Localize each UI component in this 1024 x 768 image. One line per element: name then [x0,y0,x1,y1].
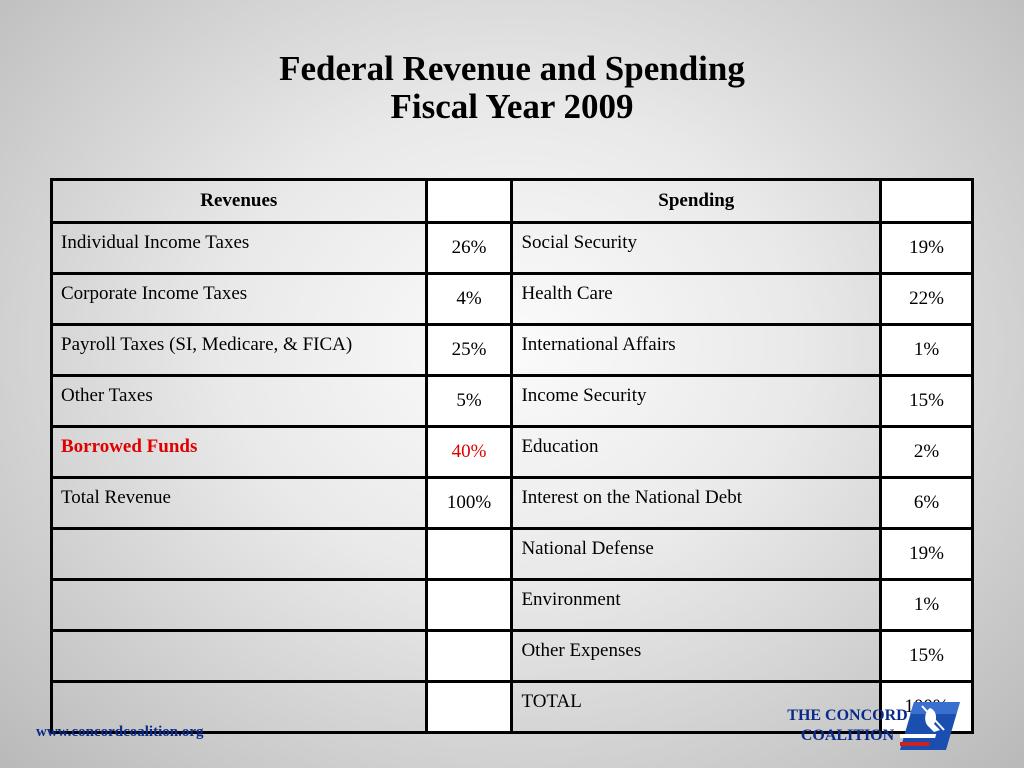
table-row: Payroll Taxes (SI, Medicare, & FICA) 25% I… [50,323,974,377]
revenues-header: Revenues [50,178,428,224]
title-line-1: Federal Revenue and Spending [279,49,745,88]
spending-pct: 19% [879,527,974,581]
spending-pct: 2% [879,425,974,479]
spending-pct: 6% [879,476,974,530]
logo-text: THE CONCORD COALITION [780,706,915,746]
spending-label: International Affairs [510,323,883,377]
table-row: Individual Income Taxes 26% Social Securit… [50,221,974,275]
table-body: Revenues Spending Individual Income Taxe… [50,178,974,734]
spending-header: Spending [510,178,883,224]
revenue-pct: 26% [424,221,514,275]
logo-line-2: COALITION [800,727,895,744]
concord-minuteman-icon [900,702,960,750]
table-row: Corporate Income Taxes 4% Health Care 22% [50,272,974,326]
spending-label: Health Care [510,272,883,326]
revenues-pct-header [424,178,514,224]
table-row: Other Taxes 5% Income Security 15% [50,374,974,428]
revenue-label [50,680,428,734]
spending-pct: 1% [879,578,974,632]
revenue-pct: 4% [424,272,514,326]
concord-coalition-logo: THE CONCORD COALITION [780,700,965,752]
spending-label: Education [510,425,883,479]
spending-label: TOTAL [510,680,883,734]
spending-pct: 15% [879,374,974,428]
spending-label: Income Security [510,374,883,428]
revenue-label [50,578,428,632]
spending-pct: 22% [879,272,974,326]
revenue-label: Total Revenue [50,476,428,530]
logo-line-1: THE CONCORD [787,707,908,724]
table-row: National Defense 19% [50,527,974,581]
spending-pct-header [879,178,974,224]
revenue-label: Corporate Income Taxes [50,272,428,326]
table-row: Environment 1% [50,578,974,632]
revenue-spending-table: Revenues Spending Individual Income Taxe… [50,178,974,734]
table-header-row: Revenues Spending [50,178,974,224]
revenue-pct: 25% [424,323,514,377]
revenue-pct [424,629,514,683]
revenue-label: Other Taxes [50,374,428,428]
revenue-pct [424,578,514,632]
spending-label: Interest on the National Debt [510,476,883,530]
spending-pct: 1% [879,323,974,377]
revenue-pct: 5% [424,374,514,428]
spending-label: Other Expenses [510,629,883,683]
revenue-pct [424,527,514,581]
revenue-label: Borrowed Funds [50,425,428,479]
spending-label: Social Security [510,221,883,275]
revenue-label: Payroll Taxes (SI, Medicare, & FICA) [50,323,428,377]
revenue-label: Individual Income Taxes [50,221,428,275]
slide-title: Federal Revenue and Spending Fiscal Year… [0,50,1024,126]
title-line-2: Fiscal Year 2009 [390,87,634,126]
spending-label: Environment [510,578,883,632]
revenue-pct: 40% [424,425,514,479]
spending-label: National Defense [510,527,883,581]
table-row: Other Expenses 15% [50,629,974,683]
table-row: Borrowed Funds 40% Education 2% [50,425,974,479]
spending-pct: 15% [879,629,974,683]
revenue-pct: 100% [424,476,514,530]
footer-url[interactable]: www.concordcoalition.org [36,724,204,740]
table-row: Total Revenue 100% Interest on the Nationa… [50,476,974,530]
spending-pct: 19% [879,221,974,275]
revenue-label [50,629,428,683]
revenue-pct [424,680,514,734]
revenue-label [50,527,428,581]
